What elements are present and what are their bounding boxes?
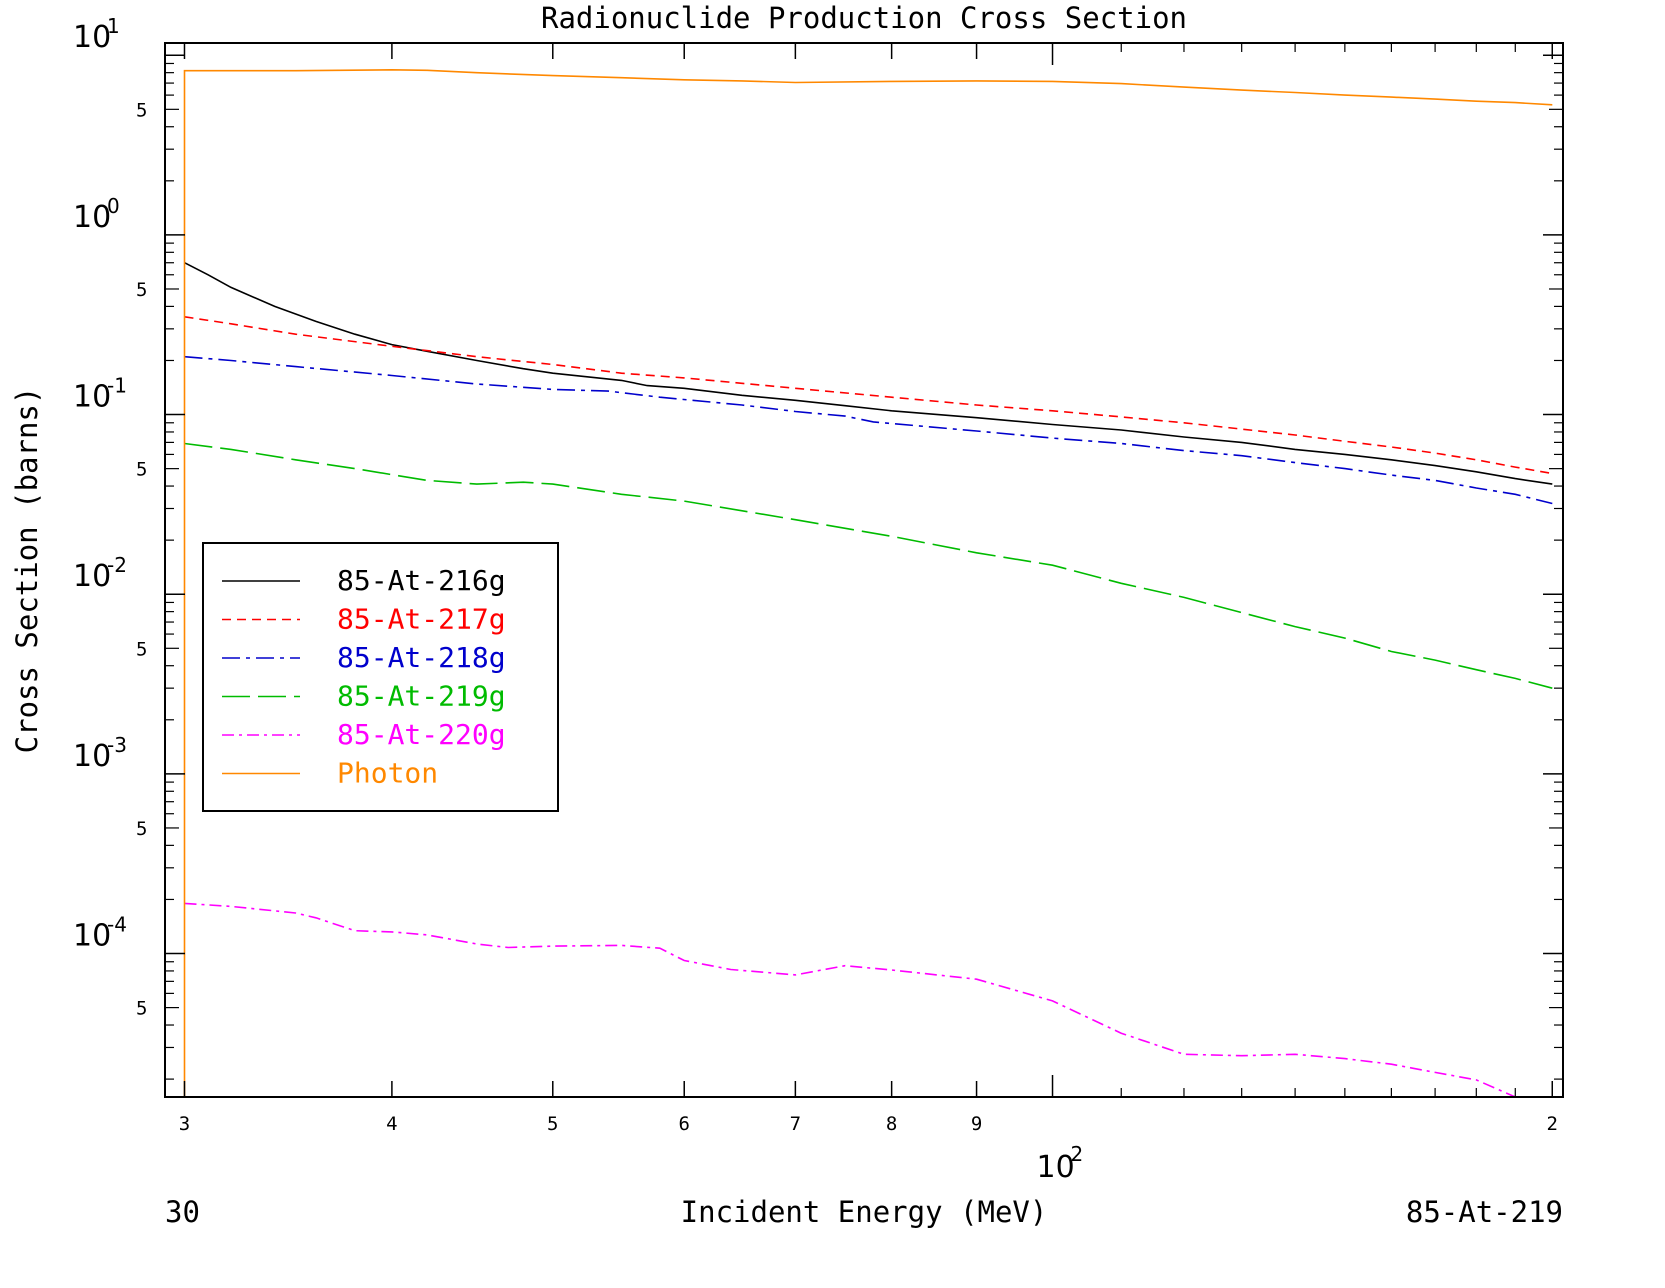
x-tick-label: 6: [679, 1113, 690, 1135]
x-tick-label: 5: [547, 1113, 558, 1135]
series-layer: [183, 68, 1553, 1098]
series-line-85-at-217g: [184, 316, 1553, 475]
y-decade-exp: -4: [107, 913, 127, 937]
energy-start-label: 30: [165, 1195, 200, 1229]
y-decade-exp: 1: [107, 14, 120, 38]
legend-box: [202, 542, 559, 812]
x-tick-label: 3: [179, 1113, 190, 1135]
y-decade-base: 10: [73, 380, 111, 415]
series-line-85-at-216g: [184, 261, 1553, 485]
legend-label: 85-At-218g: [337, 641, 506, 674]
y-decade-exp: -1: [107, 374, 127, 398]
x-tick-label: 9: [971, 1113, 982, 1135]
y-decade-base: 10: [73, 919, 111, 954]
y-decade-exp: -3: [107, 733, 127, 757]
legend-label: Photon: [337, 757, 438, 790]
x-axis-label: Incident Energy (MeV): [681, 1195, 1048, 1229]
y-axis-label-group: Cross Section (barns): [10, 387, 44, 754]
y-decade-base: 10: [73, 739, 111, 774]
x-decade-exp: 2: [1071, 1142, 1084, 1166]
y-minor-label: 5: [136, 818, 147, 840]
y-axis-label: Cross Section (barns): [10, 387, 44, 754]
y-minor-label: 5: [136, 998, 147, 1020]
y-minor-label: 5: [136, 99, 147, 121]
legend-label: 85-At-219g: [337, 680, 506, 713]
y-decade-base: 10: [73, 559, 111, 594]
x-tick-label: 2: [1547, 1113, 1558, 1135]
legend-label: 85-At-216g: [337, 564, 506, 597]
y-decade-base: 10: [73, 200, 111, 235]
x-tick-label: 8: [886, 1113, 897, 1135]
x-decade-base: 10: [1037, 1150, 1075, 1185]
chart-title: Radionuclide Production Cross Section: [541, 1, 1187, 35]
series-line-85-at-220g: [184, 902, 1553, 1098]
plot-area: [164, 42, 1564, 1098]
y-minor-label: 5: [136, 459, 147, 481]
target-nuclide-label: 85-At-219: [1406, 1195, 1563, 1229]
legend-label: 85-At-217g: [337, 603, 506, 636]
legend-label: 85-At-220g: [337, 718, 506, 751]
y-decade-exp: 0: [107, 194, 120, 218]
legend: 85-At-216g 85-At-217g 85-At-218g 85-At-219g…: [202, 542, 559, 812]
series-line-photon: [183, 68, 1553, 1097]
y-minor-label: 5: [136, 279, 147, 301]
series-line-85-at-218g: [184, 355, 1553, 505]
y-decade-base: 10: [73, 20, 111, 55]
series-line-85-at-219g: [184, 442, 1553, 689]
y-minor-label: 5: [136, 638, 147, 660]
x-tick-label: 4: [386, 1113, 397, 1135]
y-decade-exp: -2: [107, 553, 127, 577]
x-tick-label: 7: [790, 1113, 801, 1135]
